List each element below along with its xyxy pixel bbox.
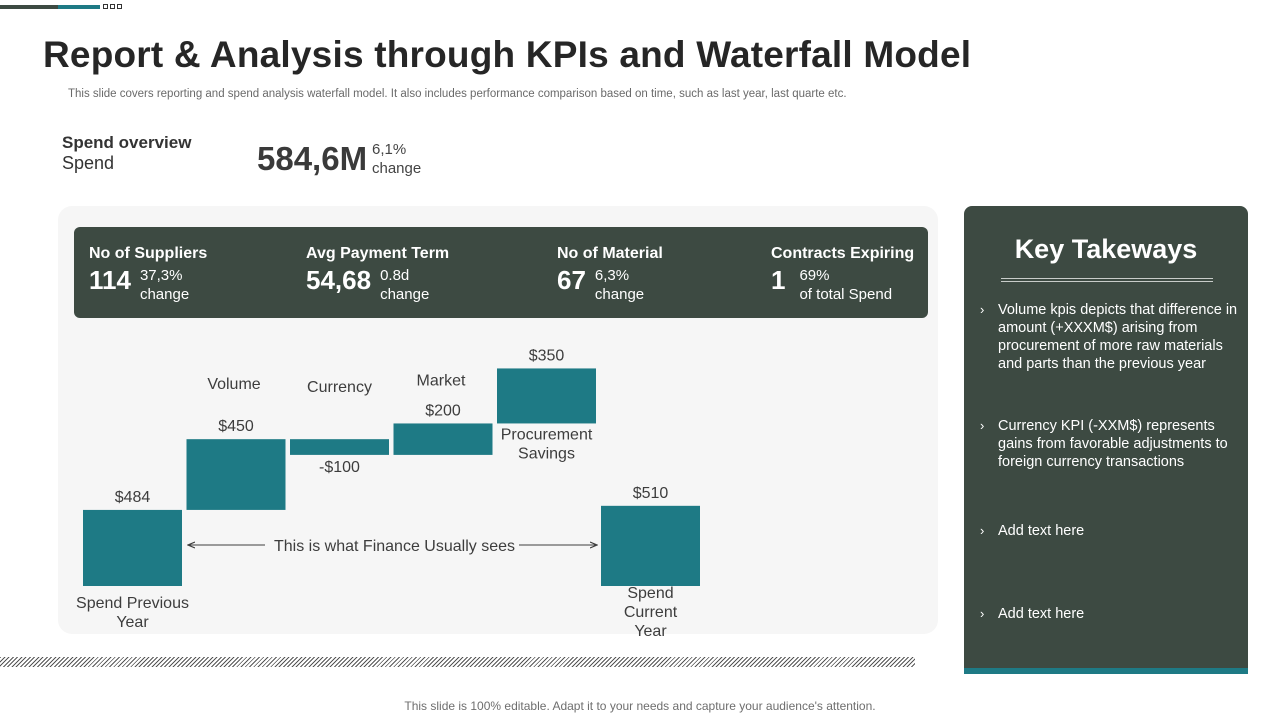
value-label-market: $200 (425, 402, 461, 419)
takeaways-title: Key Takeways (1014, 234, 1198, 264)
takeaway-text: Currency KPI (-XXM$) represents gains fr… (998, 418, 1228, 470)
chevron-right-icon: › (980, 418, 985, 433)
kpi-payment-term: Avg Payment Term 54,68 0.8d change (306, 245, 449, 304)
bar-volume (186, 439, 286, 510)
kpi-change: 6,3% change (595, 266, 644, 304)
kpi-change: 37,3% change (140, 266, 189, 304)
kpi-value: 1 (771, 265, 786, 295)
takeaway-text: Volume kpis depicts that difference in a… (998, 302, 1238, 372)
kpi-value: 114 (89, 265, 131, 295)
category-label-procurement-savings: Savings (518, 445, 575, 462)
takeaway-item: › Volume kpis depicts that difference in… (980, 301, 1242, 373)
kpi-change-value: 6,3% (594, 267, 630, 284)
category-label-spend-current-year: Spend (627, 585, 673, 602)
spend-change: 6,1% change (372, 140, 421, 178)
category-label-spend-current-year: Year (634, 623, 667, 640)
kpi-bar: No of Suppliers 114 37,3% change Avg Pay… (74, 227, 928, 318)
page-subtitle: This slide covers reporting and spend an… (68, 88, 847, 100)
spend-value: 584,6M (257, 140, 368, 177)
top-accent-teal (58, 5, 100, 9)
kpi-change: 69% of total Spend (799, 266, 892, 304)
category-label-market: Market (417, 372, 466, 389)
takeaways-divider (1001, 278, 1213, 279)
kpi-value: 54,68 (306, 265, 372, 295)
category-label-spend-current-year: Current (624, 604, 678, 621)
bar-spend-previous-year (83, 509, 182, 586)
kpi-value: 67 (557, 265, 586, 295)
kpi-label: Contracts Expiring (771, 245, 915, 262)
value-label-spend-previous-year: $484 (115, 489, 151, 506)
takeaway-item: › Currency KPI (-XXM$) represents gains … (980, 417, 1242, 471)
bar-currency (290, 439, 389, 455)
finance-annotation: This is what Finance Usually sees (274, 538, 515, 555)
kpi-label: No of Material (557, 245, 663, 262)
chevron-right-icon: › (980, 523, 985, 538)
bar-procurement-savings (497, 368, 596, 424)
category-label-volume: Volume (207, 376, 260, 393)
kpi-suppliers: No of Suppliers 114 37,3% change (89, 245, 207, 304)
kpi-label: No of Suppliers (89, 245, 208, 262)
takeaway-item: › Add text here (980, 522, 1242, 540)
bar-spend-current-year (601, 505, 700, 586)
top-accent-line (0, 5, 100, 9)
spend-change-pct: 6,1% (372, 141, 407, 158)
page-title: Report & Analysis through KPIs and Water… (43, 34, 972, 75)
footer-note: This slide is 100% editable. Adapt it to… (404, 699, 876, 713)
kpi-material: No of Material 67 6,3% change (557, 245, 663, 304)
top-decor-boxes (103, 4, 122, 9)
takeaways-bottom-accent (964, 668, 1248, 674)
spend-label: Spend (62, 153, 115, 173)
kpi-change-caption: change (139, 286, 190, 303)
bar-market (393, 423, 493, 455)
kpi-contracts: Contracts Expiring 1 69% of total Spend (771, 245, 914, 304)
hatch-divider (0, 657, 915, 667)
key-takeaways-panel: Key Takeways › Volume kpis depicts that … (964, 206, 1248, 668)
kpi-change-caption: change (594, 286, 645, 303)
category-label-procurement-savings: Procurement (501, 426, 593, 443)
value-label-procurement-savings: $350 (529, 347, 565, 364)
value-label-currency: -$100 (319, 459, 360, 476)
takeaway-text: Add text here (998, 606, 1085, 622)
takeaway-text: Add text here (998, 523, 1085, 539)
value-label-volume: $450 (218, 418, 254, 435)
kpi-label: Avg Payment Term (306, 245, 450, 262)
kpi-change: 0.8d change (380, 266, 429, 304)
kpi-change-caption: of total Spend (799, 286, 893, 303)
top-accent-dark (0, 5, 58, 9)
category-label-spend-previous-year: Spend Previous (76, 595, 189, 612)
spend-overview-label: Spend overview (62, 133, 192, 152)
takeaways-divider (1001, 281, 1213, 282)
category-label-spend-previous-year: Year (116, 614, 149, 631)
takeaway-item: › Add text here (980, 605, 1242, 623)
kpi-change-value: 0.8d (380, 267, 410, 284)
value-label-spend-current-year: $510 (633, 485, 669, 502)
kpi-change-value: 69% (799, 267, 830, 284)
waterfall-chart: $484 Spend Previous Year $450 Volume -$100 Cur… (76, 347, 700, 640)
kpi-change-value: 37,3% (139, 267, 183, 284)
chevron-right-icon: › (980, 302, 985, 317)
kpi-change-caption: change (380, 286, 430, 303)
spend-change-word: change (372, 160, 422, 177)
chevron-right-icon: › (980, 606, 985, 621)
category-label-currency: Currency (307, 379, 372, 396)
